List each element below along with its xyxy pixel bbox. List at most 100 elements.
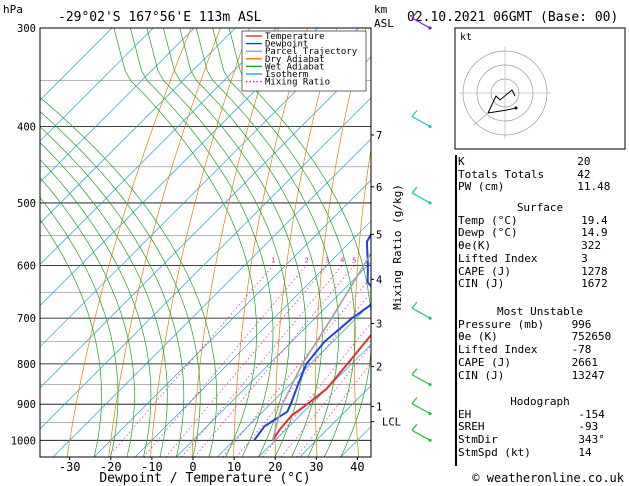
legend-label: Dry Adiabat bbox=[265, 55, 325, 65]
hodo-row-value: 14 bbox=[578, 445, 592, 459]
isotherm bbox=[217, 302, 371, 457]
wet-adiabat bbox=[212, 28, 356, 457]
altitude-label: LCL bbox=[382, 417, 401, 429]
mixing-ratio-line bbox=[296, 363, 371, 457]
storm-motion-marker bbox=[514, 106, 518, 110]
pressure-tick-label: 900 bbox=[17, 399, 36, 411]
mu-row-value: 2661 bbox=[571, 355, 599, 369]
altitude-label: 7 bbox=[376, 130, 382, 142]
x-tick-label: 30 bbox=[309, 460, 323, 474]
isotherm bbox=[52, 138, 371, 457]
surface-row-label: Temp (°C) bbox=[458, 213, 518, 227]
mu-row-value: 13247 bbox=[571, 368, 605, 382]
mixing-ratio-line bbox=[236, 292, 371, 457]
plot-frame bbox=[39, 27, 372, 458]
legend-label: Isotherm bbox=[265, 70, 308, 80]
hodograph-table-box bbox=[455, 394, 457, 466]
surface-row-value: 1278 bbox=[581, 264, 608, 278]
pressure-tick-label: 300 bbox=[17, 23, 36, 35]
altitude-label: 5 bbox=[376, 229, 382, 241]
dry-adiabat bbox=[429, 16, 456, 457]
hodograph: kt bbox=[454, 27, 626, 150]
isotherm bbox=[40, 28, 154, 142]
isotherm bbox=[134, 220, 371, 457]
hodo-row-value: -154 bbox=[578, 407, 605, 421]
wind-barb-feather bbox=[411, 368, 418, 376]
mixing-ratio-label: 3 bbox=[325, 256, 329, 264]
hodograph-frame bbox=[454, 27, 626, 150]
altitude-label: 1 bbox=[376, 401, 382, 413]
isotherm bbox=[40, 28, 236, 224]
legend-label: Mixing Ratio bbox=[265, 78, 330, 88]
legend-label: Dewpoint bbox=[265, 40, 308, 50]
mixing-ratio-line bbox=[108, 265, 274, 457]
wet-adiabat bbox=[130, 28, 274, 457]
wind-barb bbox=[411, 115, 431, 128]
hodograph-table: Hodograph EH -154 SREH -93 StmDir 343° StmS… bbox=[455, 395, 625, 460]
km-label: km bbox=[374, 3, 388, 16]
mixing-ratio-label: 2 bbox=[304, 256, 308, 264]
dry-adiabat bbox=[150, 28, 250, 457]
wind-barb-point bbox=[428, 383, 432, 387]
wind-barb bbox=[411, 374, 431, 386]
pressure-tick-label: 400 bbox=[17, 122, 36, 134]
mixing-ratio-line bbox=[280, 344, 371, 457]
pressure-tick-label: 800 bbox=[17, 359, 36, 371]
mu-row-label: θe (K) bbox=[458, 330, 498, 344]
pressure-tick-label: 1000 bbox=[11, 435, 36, 447]
mixing-ratio-line bbox=[194, 265, 355, 457]
pressure-tick-label: 500 bbox=[17, 198, 36, 210]
mixing-ratio-line bbox=[222, 276, 371, 457]
dry-adiabat bbox=[191, 28, 279, 457]
hodograph-table-title: Hodograph bbox=[510, 395, 570, 408]
mixing-ratio-line bbox=[261, 322, 371, 457]
altitude-label: 4 bbox=[376, 274, 382, 286]
wind-barb bbox=[411, 429, 431, 441]
x-tick-label: 10 bbox=[227, 460, 241, 474]
surface-row-value: 19.4 bbox=[581, 213, 608, 227]
wind-barb-feather bbox=[411, 301, 418, 309]
wind-barb bbox=[411, 307, 431, 319]
wet-adiabat bbox=[40, 196, 119, 457]
x-tick-label: -20 bbox=[100, 460, 122, 474]
legend-label: Parcel Trajectory bbox=[265, 47, 358, 57]
x-tick-label: 0 bbox=[189, 460, 196, 474]
dry-adiabat bbox=[66, 28, 192, 457]
hodograph-trace-upper bbox=[473, 112, 489, 126]
wind-barb-point bbox=[428, 411, 432, 416]
hodo-row-label: StmDir bbox=[458, 433, 498, 447]
hpa-label: hPa bbox=[3, 3, 23, 16]
surface-title: Surface bbox=[516, 201, 564, 214]
mu-row-value: -78 bbox=[571, 343, 592, 357]
wind-barb-feather bbox=[411, 11, 418, 19]
surface-row-label: Lifted Index bbox=[458, 251, 538, 265]
surface-row-label: CAPE (J) bbox=[458, 264, 511, 278]
surface-row-value: 322 bbox=[581, 239, 602, 253]
most-unstable-table: Most Unstable Pressure (mb) 996 θe (K) 752… bbox=[455, 305, 625, 382]
wind-barb bbox=[411, 403, 431, 415]
wind-barbs bbox=[411, 11, 432, 442]
wind-barb-feather bbox=[411, 186, 418, 194]
hodo-row-value: -93 bbox=[578, 420, 599, 434]
location-title: -29°02'S 167°56'E 113m ASL bbox=[58, 10, 262, 25]
wet-adiabat bbox=[195, 28, 340, 457]
mixing-ratio-label: 5 bbox=[352, 256, 356, 264]
dry-adiabat bbox=[274, 28, 338, 457]
wet-adiabat bbox=[40, 142, 168, 457]
dry-adiabat bbox=[353, 146, 371, 457]
wet-adiabat bbox=[146, 28, 290, 457]
wet-adiabat bbox=[179, 28, 323, 457]
k-label: K bbox=[458, 155, 465, 168]
dry-adiabat bbox=[233, 28, 309, 457]
wet-adiabat bbox=[40, 158, 152, 457]
indices-table: K 20 Totals Totals 42 PW (cm) 11.48 bbox=[455, 155, 625, 194]
isotherm bbox=[40, 28, 195, 183]
axes: 300 400 500 600 700 800 900 1000 -30 -20 -10 0 10 20 3… bbox=[11, 23, 365, 474]
altitude-label: 3 bbox=[376, 318, 382, 330]
wind-barb-point bbox=[428, 26, 432, 30]
mixing-ratio-axis-title: Mixing Ratio (g/kg) bbox=[391, 184, 404, 310]
x-tick-label: -30 bbox=[59, 460, 81, 474]
